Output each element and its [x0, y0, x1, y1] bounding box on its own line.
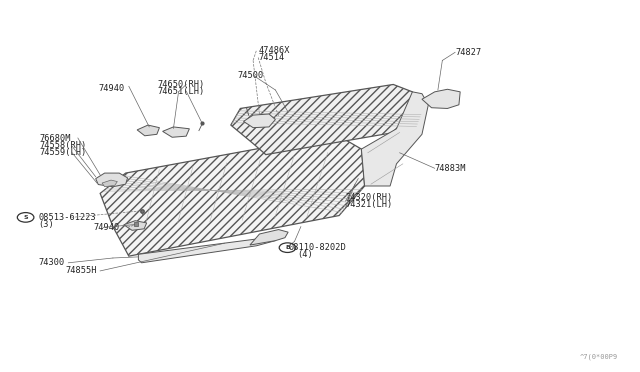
Polygon shape [137, 125, 159, 136]
Text: (4): (4) [298, 250, 314, 259]
Text: 74940: 74940 [94, 223, 120, 232]
Text: 74883M: 74883M [435, 164, 466, 173]
Text: ^7(0*00P9: ^7(0*00P9 [580, 354, 618, 360]
Text: 74500: 74500 [237, 71, 264, 80]
Text: 74559(LH): 74559(LH) [40, 148, 87, 157]
Text: 74827: 74827 [455, 48, 481, 57]
Text: 74514: 74514 [258, 53, 284, 62]
Polygon shape [102, 180, 117, 187]
Text: 74855H: 74855H [65, 266, 97, 275]
Text: 47486X: 47486X [258, 46, 290, 55]
Text: 74320(RH): 74320(RH) [346, 193, 393, 202]
Polygon shape [362, 92, 428, 186]
Polygon shape [250, 230, 288, 245]
Polygon shape [96, 173, 127, 187]
Text: S: S [23, 215, 28, 220]
Text: B: B [285, 245, 290, 250]
Text: 74558(RH): 74558(RH) [40, 141, 87, 150]
Polygon shape [231, 84, 422, 155]
Text: 74651(LH): 74651(LH) [157, 87, 205, 96]
Text: 74300: 74300 [38, 258, 65, 267]
Polygon shape [244, 114, 275, 128]
Polygon shape [163, 127, 189, 137]
Text: 74940: 74940 [99, 84, 125, 93]
Text: (3): (3) [38, 219, 54, 228]
Text: 08513-61223: 08513-61223 [38, 213, 96, 222]
Polygon shape [138, 237, 275, 263]
Text: 74650(RH): 74650(RH) [157, 80, 205, 89]
Text: 74321(LH): 74321(LH) [346, 200, 393, 209]
Polygon shape [422, 89, 460, 109]
Polygon shape [124, 221, 147, 230]
Polygon shape [100, 134, 365, 256]
Text: 76680M: 76680M [40, 134, 71, 142]
Text: 08110-8202D: 08110-8202D [288, 243, 346, 252]
